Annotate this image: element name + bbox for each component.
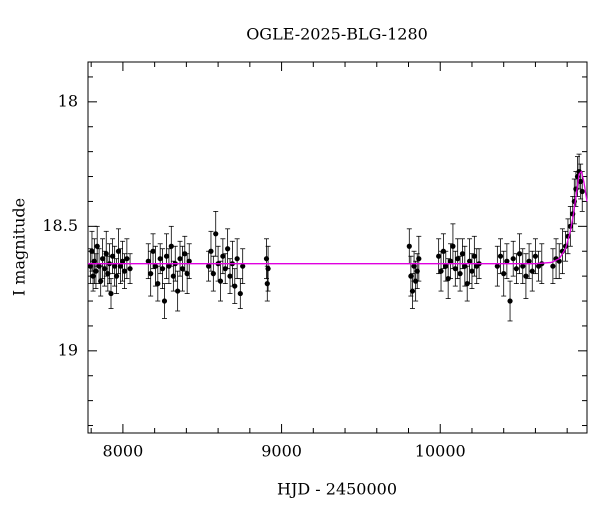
data-point (513, 266, 519, 272)
data-point (550, 263, 556, 269)
data-point (119, 258, 126, 264)
x-tick-label: 8000 (103, 442, 144, 461)
data-point (161, 298, 168, 304)
data-point (469, 268, 475, 274)
y-tick-label: 19 (58, 340, 78, 359)
data-point (99, 256, 106, 262)
data-point (452, 266, 458, 272)
y-tick-label: 18.5 (42, 216, 78, 235)
data-point (532, 253, 539, 259)
data-point (579, 188, 585, 195)
data-point (94, 243, 100, 249)
data-point (157, 256, 163, 262)
data-point (113, 273, 120, 279)
data-point (438, 268, 444, 274)
data-point (265, 266, 271, 272)
data-point (494, 263, 500, 269)
data-point (90, 273, 96, 279)
data-point (523, 273, 529, 279)
data-point (447, 258, 454, 264)
data-point (145, 258, 151, 264)
model-curve (88, 170, 588, 265)
data-point (529, 268, 535, 274)
data-point (526, 258, 532, 264)
data-point (501, 271, 507, 277)
plot-frame (87, 61, 588, 434)
data-point (127, 266, 133, 272)
data-point (112, 263, 118, 269)
data-point (471, 253, 477, 259)
data-point (455, 256, 461, 262)
y-tick-label: 18 (58, 91, 78, 110)
data-point (121, 268, 128, 274)
y-axis-label: I magnitude (10, 198, 29, 296)
data-point (232, 283, 238, 289)
x-axis-label: HJD - 2450000 (277, 480, 397, 499)
data-point (450, 243, 456, 249)
data-point (150, 248, 156, 254)
data-point (108, 290, 114, 297)
data-point (406, 243, 412, 249)
data-point (510, 256, 516, 262)
data-point (124, 256, 130, 262)
data-point (459, 251, 466, 257)
data-point (184, 271, 190, 277)
data-point (159, 266, 166, 272)
data-point (409, 288, 416, 294)
data-point (175, 288, 181, 294)
x-tick-label: 10000 (415, 442, 466, 461)
x-tick-label: 9000 (261, 442, 302, 461)
data-point (109, 253, 116, 259)
data-point (213, 231, 219, 237)
data-point (516, 251, 523, 257)
data-point (227, 273, 233, 279)
data-point (115, 248, 122, 254)
data-point (205, 263, 212, 269)
data-point (234, 256, 240, 262)
data-point (507, 298, 513, 304)
data-point (177, 256, 183, 262)
data-point (168, 243, 174, 249)
chart-title: OGLE-2025-BLG-1280 (246, 25, 428, 44)
data-point (103, 251, 109, 257)
data-point (443, 263, 449, 269)
data-point (170, 273, 176, 279)
data-point (179, 266, 186, 272)
data-point (520, 263, 526, 269)
data-point (89, 248, 95, 254)
data-point (210, 271, 216, 277)
data-point (436, 253, 442, 259)
data-point (416, 256, 422, 262)
data-point (466, 258, 473, 264)
data-point (93, 268, 99, 274)
data-point (264, 281, 270, 287)
data-point (237, 290, 243, 297)
data-point (117, 263, 124, 269)
data-point (163, 253, 170, 259)
data-point (148, 271, 154, 277)
data-point (155, 281, 161, 287)
data-point (225, 246, 231, 252)
data-point (504, 258, 510, 264)
data-point (98, 278, 104, 284)
data-point (217, 278, 224, 284)
data-point (220, 253, 226, 259)
data-point (208, 248, 214, 254)
data-point (240, 263, 246, 269)
data-point (497, 253, 504, 259)
data-point (186, 258, 192, 264)
data-point (457, 271, 463, 277)
